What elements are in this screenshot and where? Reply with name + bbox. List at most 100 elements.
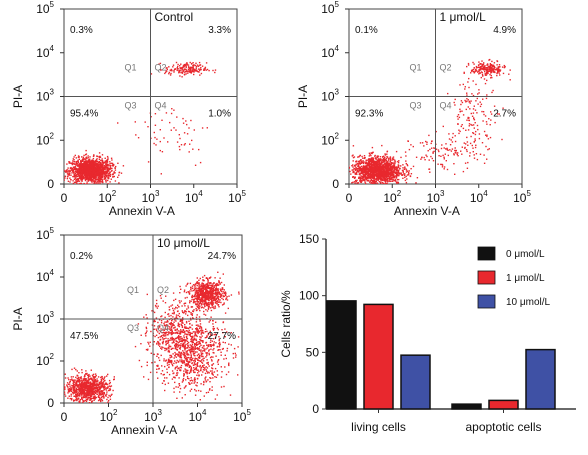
- scatter-point: [105, 181, 107, 183]
- scatter-point: [196, 281, 198, 283]
- scatter-point: [404, 173, 406, 175]
- scatter-point: [110, 167, 112, 170]
- scatter-point: [352, 145, 355, 147]
- scatter-point: [97, 173, 99, 175]
- scatter-point: [388, 183, 390, 184]
- scatter-point: [195, 69, 198, 71]
- scatter-point: [481, 65, 483, 67]
- scatter-point: [175, 129, 177, 131]
- scatter-point: [386, 162, 388, 164]
- scatter-point: [443, 166, 446, 168]
- scatter-point: [467, 116, 469, 119]
- scatter-point: [83, 382, 85, 384]
- scatter-point: [51, 169, 52, 170]
- scatter-point: [106, 169, 109, 171]
- scatter-point: [381, 189, 382, 190]
- scatter-point: [117, 176, 119, 178]
- scatter-point: [102, 176, 104, 179]
- scatter-point: [100, 181, 102, 183]
- scatter-point: [96, 164, 99, 167]
- scatter-point: [91, 389, 93, 391]
- scatter-point: [86, 391, 89, 394]
- scatter-point: [77, 180, 79, 182]
- scatter-point: [101, 161, 104, 163]
- scatter-point: [98, 398, 101, 401]
- scatter-point: [360, 169, 362, 172]
- scatter-point: [94, 389, 96, 391]
- scatter-point: [88, 392, 90, 395]
- scatter-point: [81, 369, 83, 371]
- scatter-point: [62, 387, 63, 388]
- scatter-point: [188, 127, 190, 129]
- scatter-point: [467, 99, 469, 101]
- x-tick-label-base: 10: [383, 191, 397, 205]
- scatter-point: [381, 183, 383, 184]
- scatter-point: [97, 168, 99, 171]
- scatter-point: [499, 74, 501, 76]
- scatter-point: [485, 71, 488, 74]
- scatter-point: [181, 71, 184, 73]
- scatter-point: [165, 112, 168, 114]
- scatter-point: [207, 280, 209, 282]
- scatter-point: [466, 150, 468, 153]
- q2-label: Q2: [155, 63, 167, 73]
- scatter-point: [91, 383, 93, 385]
- scatter-point: [91, 185, 92, 186]
- scatter-point: [101, 376, 103, 378]
- scatter-point: [83, 164, 86, 167]
- scatter-point: [77, 397, 80, 399]
- scatter-point: [380, 186, 381, 187]
- scatter-point: [461, 110, 463, 112]
- scatter-point: [382, 158, 384, 160]
- scatter-point: [194, 70, 196, 72]
- scatter-point: [393, 180, 395, 182]
- scatter-point: [103, 397, 105, 399]
- scatter-point: [364, 162, 367, 165]
- scatter-point: [181, 72, 184, 74]
- scatter-point: [72, 385, 74, 387]
- scatter-point: [80, 160, 82, 163]
- scatter-point: [70, 397, 73, 400]
- scatter-point: [213, 296, 215, 298]
- scatter-point: [371, 146, 374, 149]
- scatter-point: [169, 121, 171, 124]
- scatter-point: [70, 390, 73, 393]
- scatter-point: [83, 168, 85, 170]
- scatter-point: [373, 171, 375, 173]
- scatter-point: [397, 174, 399, 176]
- scatter-point: [486, 67, 488, 69]
- scatter-point: [99, 165, 101, 168]
- scatter-point: [386, 166, 388, 168]
- y-tick-label-base: 10: [36, 133, 50, 147]
- scatter-point: [372, 179, 374, 182]
- scatter-point: [86, 380, 89, 383]
- scatter-point: [76, 381, 78, 383]
- scatter-point: [358, 171, 360, 173]
- scatter-point: [360, 187, 361, 188]
- scatter-point: [109, 398, 112, 400]
- scatter-point: [185, 65, 187, 67]
- scatter-point: [351, 182, 353, 184]
- scatter-point: [85, 170, 87, 173]
- scatter-point: [95, 182, 97, 184]
- scatter-point: [193, 64, 195, 66]
- scatter-point: [361, 172, 363, 174]
- scatter-point: [483, 69, 486, 71]
- scatter-point: [404, 166, 406, 168]
- scatter-point: [67, 377, 69, 379]
- scatter-point: [365, 171, 367, 173]
- scatter-point: [428, 159, 430, 161]
- scatter-point: [72, 393, 74, 395]
- scatter-point: [91, 181, 93, 183]
- scatter-point: [104, 160, 106, 162]
- scatter-point: [443, 168, 445, 170]
- scatter-point: [88, 177, 90, 179]
- scatter-point: [60, 164, 61, 165]
- scatter-point: [376, 182, 378, 184]
- scatter-point: [93, 176, 95, 179]
- scatter-point: [405, 155, 407, 157]
- scatter-point: [81, 156, 83, 158]
- scatter-point: [360, 165, 363, 168]
- scatter-point: [112, 164, 115, 167]
- scatter-point: [82, 401, 84, 403]
